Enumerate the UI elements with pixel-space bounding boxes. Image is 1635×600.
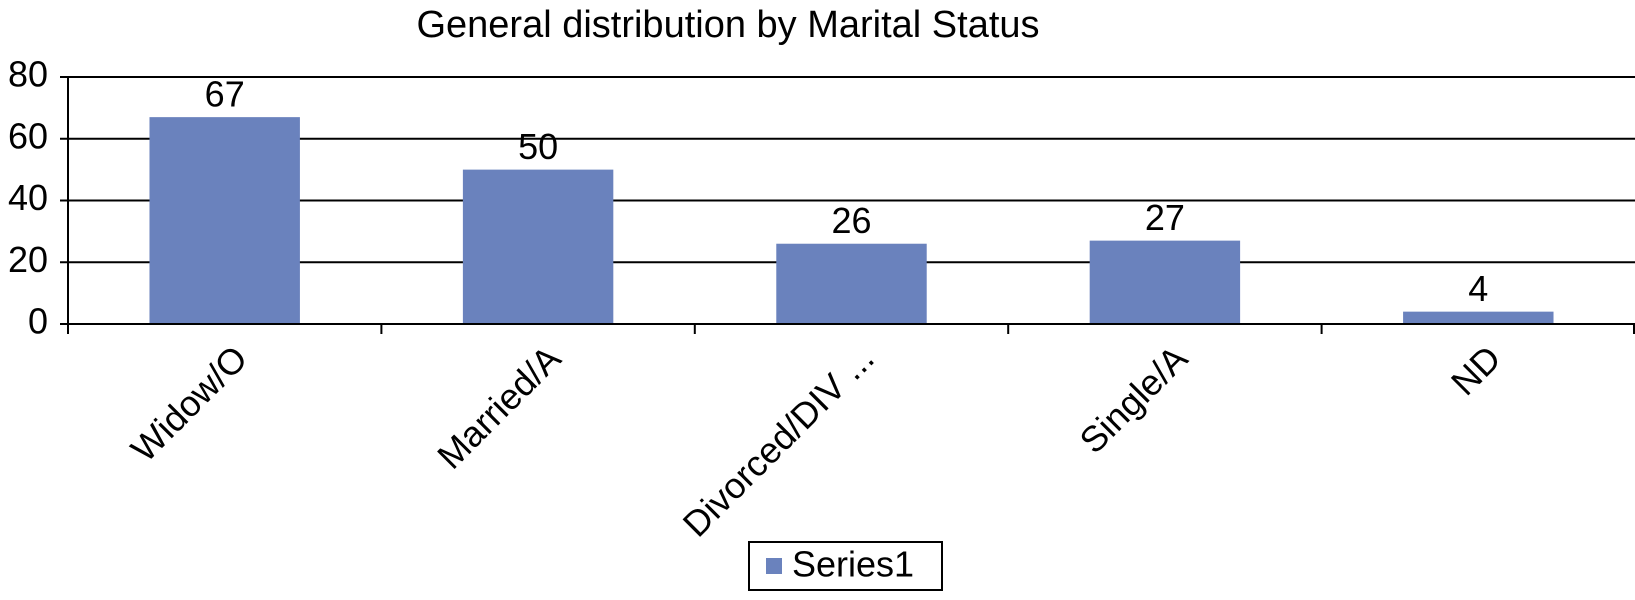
data-label: 67 [205, 74, 245, 115]
y-tick-label: 80 [8, 54, 48, 95]
x-tick-label: Divorced/DIV ... [675, 337, 882, 544]
y-tick-label: 60 [8, 115, 48, 156]
chart-title: General distribution by Marital Status [416, 4, 1039, 46]
x-tick-label: Married/A [429, 337, 568, 476]
bar [149, 117, 300, 324]
y-tick-label: 20 [8, 239, 48, 280]
data-label: 4 [1468, 268, 1488, 309]
y-tick-label: 40 [8, 177, 48, 218]
y-tick-label: 0 [28, 301, 48, 342]
data-label: 26 [831, 200, 871, 241]
legend-swatch [766, 558, 782, 574]
legend-label: Series1 [792, 544, 914, 585]
bar [776, 243, 927, 324]
x-tick-label: ND [1443, 337, 1509, 403]
bar [462, 169, 614, 324]
data-label: 27 [1145, 197, 1185, 238]
bar [1089, 240, 1241, 324]
legend: Series1 [748, 541, 943, 591]
data-label: 50 [518, 126, 558, 167]
x-tick-label: Single/A [1071, 337, 1195, 461]
bar [1403, 311, 1554, 324]
x-tick-label: Widow/O [123, 337, 255, 469]
